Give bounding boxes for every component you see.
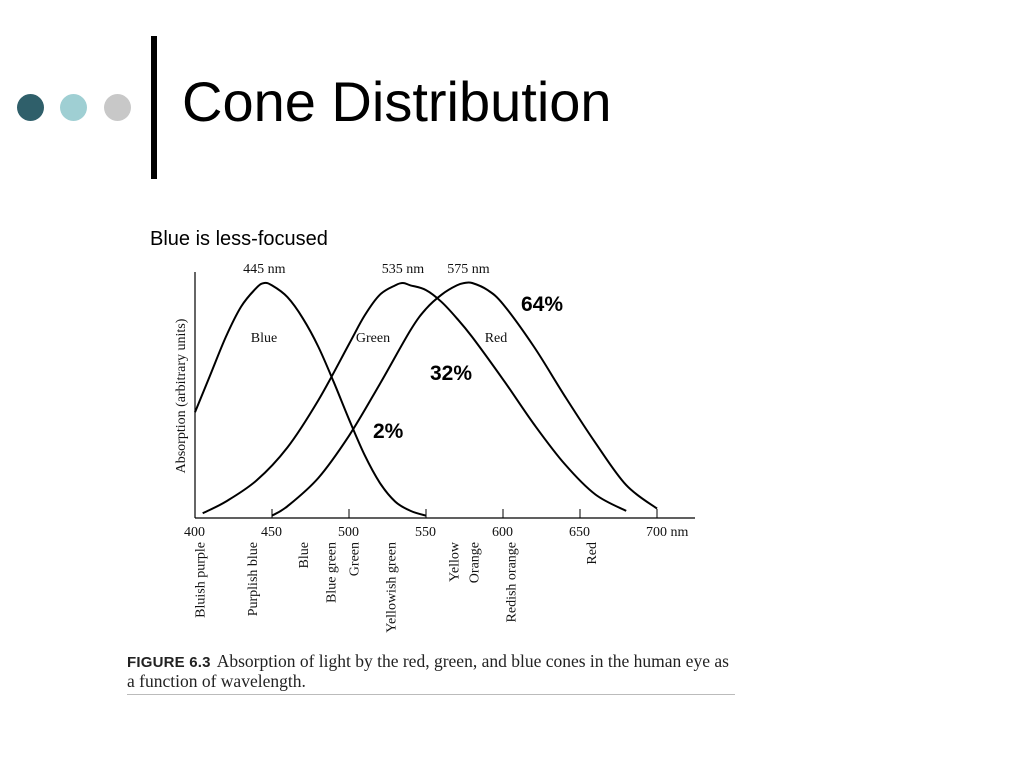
figure-label: FIGURE 6.3 — [127, 654, 211, 671]
color-band-label-9: Redish orange — [505, 542, 520, 622]
y-axis-label: Absorption (arbitrary units) — [174, 318, 189, 473]
color-band-label-3: Blue — [297, 542, 312, 568]
x-tick-label-700: 700 nm — [646, 525, 689, 540]
series-label-blue: Blue — [251, 331, 277, 346]
color-band-label-7: Yellow — [448, 541, 463, 582]
chart-series — [194, 281, 658, 517]
series-label-red: Red — [485, 331, 508, 346]
figure-caption-text: Absorption of light by the red, green, a… — [127, 651, 729, 691]
series-line-red — [271, 281, 658, 517]
x-tick-label-550: 550 — [415, 525, 436, 540]
x-tick-label-650: 650 — [569, 525, 590, 540]
peak-label-green: 535 nm — [382, 262, 425, 277]
color-band-label-8: Orange — [468, 542, 483, 583]
color-band-label-4: Blue green — [325, 542, 340, 603]
color-band-label-10: Red — [585, 542, 600, 565]
bullet-dot-3 — [104, 94, 131, 121]
bullet-dot-2 — [60, 94, 87, 121]
color-band-label-1: Bluish purple — [194, 542, 209, 618]
caption-divider — [127, 694, 735, 695]
slide-subtitle: Blue is less-focused — [150, 228, 328, 250]
percentage-annotation-green: 32% — [430, 362, 472, 385]
bullet-dot-1 — [17, 94, 44, 121]
title-divider — [151, 36, 157, 179]
peak-label-red: 575 nm — [447, 262, 490, 277]
series-line-blue — [194, 281, 427, 517]
x-tick-label-600: 600 — [492, 525, 513, 540]
color-band-label-6: Yellowish green — [385, 542, 400, 633]
chart-axes — [194, 272, 695, 519]
series-label-green: Green — [356, 331, 390, 346]
color-band-label-2: Purplish blue — [246, 542, 261, 616]
color-band-label-5: Green — [348, 542, 363, 576]
x-tick-label-450: 450 — [261, 525, 282, 540]
slide-title: Cone Distribution — [182, 70, 612, 133]
x-tick-label-400: 400 — [184, 525, 205, 540]
percentage-annotation-blue: 2% — [373, 420, 404, 443]
peak-label-blue: 445 nm — [243, 262, 286, 277]
percentage-annotation-red: 64% — [521, 293, 563, 316]
series-line-green — [202, 281, 627, 515]
chart-labels: 400 450 500 550 600 650 700 nm Absorption (arbi… — [174, 262, 689, 633]
figure-caption: FIGURE 6.3 Absorption of light by the red… — [127, 652, 739, 691]
x-tick-label-500: 500 — [338, 525, 359, 540]
